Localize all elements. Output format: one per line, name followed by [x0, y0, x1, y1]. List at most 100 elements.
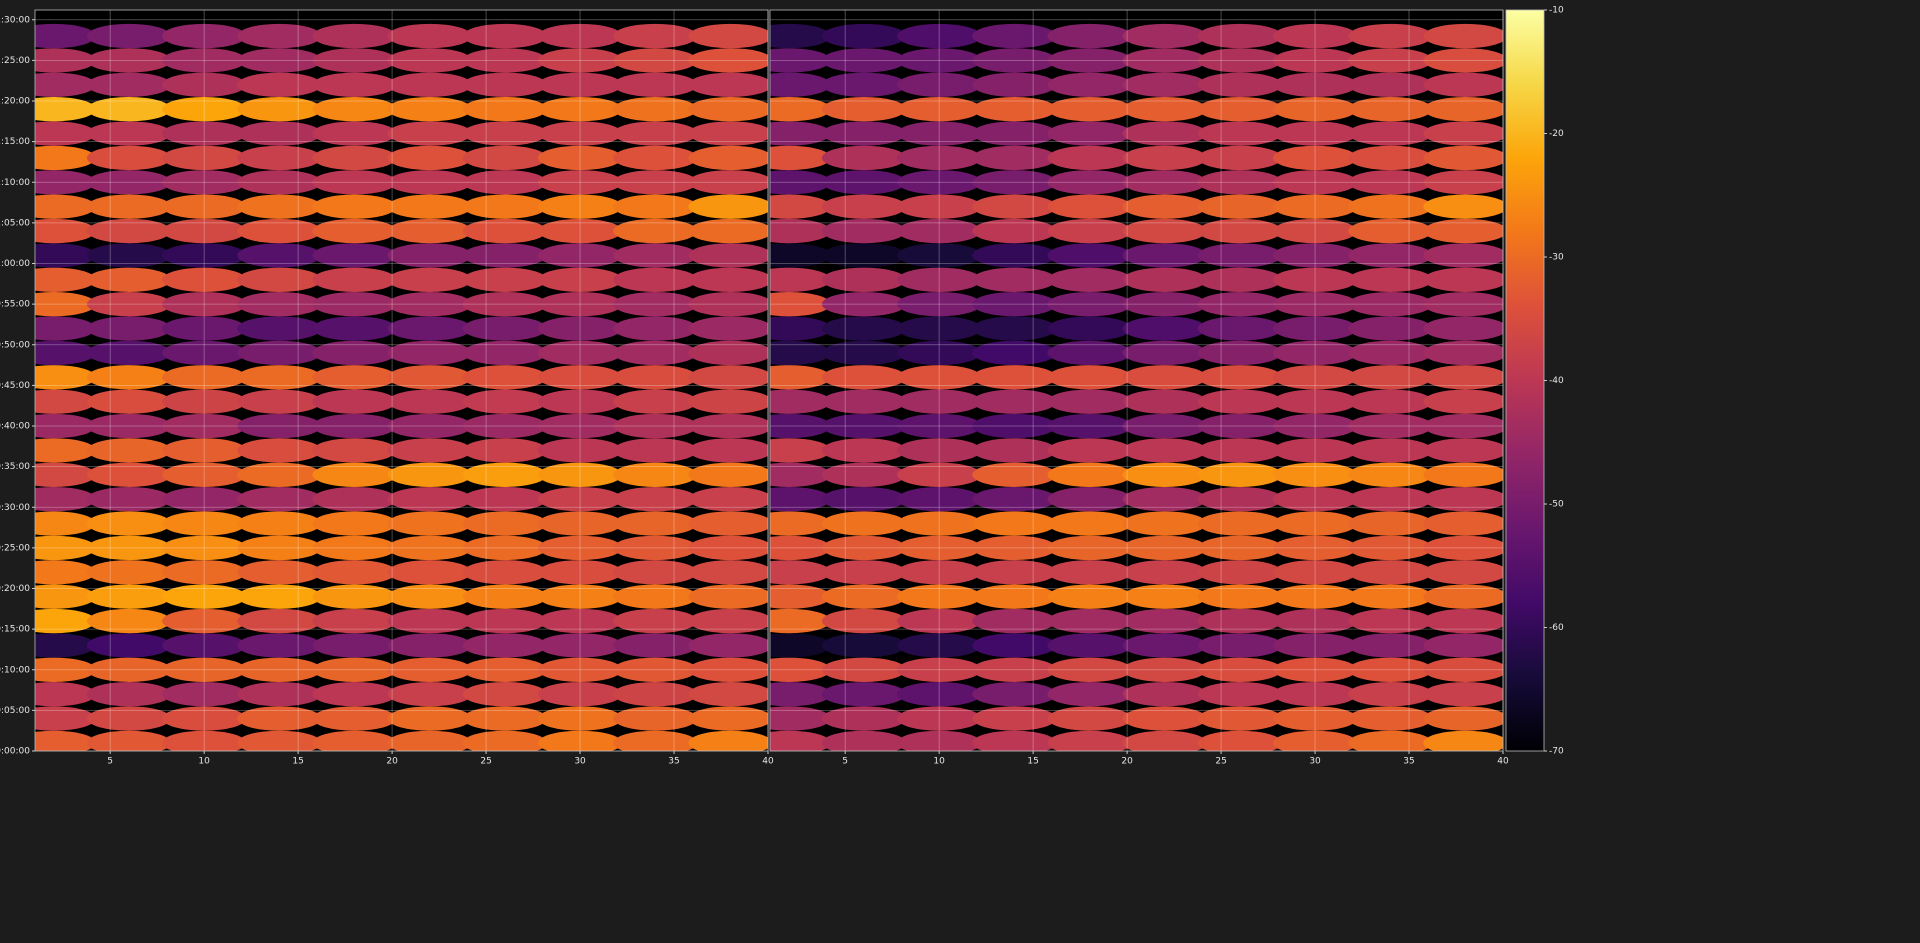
cell	[462, 413, 547, 439]
cell	[688, 389, 768, 414]
cell	[1047, 291, 1132, 317]
cell	[1348, 218, 1433, 244]
cell	[35, 365, 96, 390]
cell	[537, 706, 623, 731]
cell	[1047, 535, 1132, 561]
cell	[537, 730, 623, 751]
cell	[821, 681, 907, 707]
cell	[387, 535, 472, 561]
plot-frame	[769, 9, 1504, 752]
cell	[1122, 194, 1207, 219]
cell	[537, 267, 623, 292]
cell	[972, 218, 1057, 244]
cell	[237, 96, 322, 122]
cell	[462, 72, 547, 97]
cell	[770, 23, 831, 49]
cell	[972, 608, 1057, 634]
cell	[462, 145, 547, 171]
cell	[613, 340, 698, 366]
cell	[1122, 511, 1207, 536]
cell	[1047, 486, 1132, 512]
cell	[537, 633, 623, 658]
x-tick-label: 35	[668, 757, 679, 767]
cell	[613, 633, 698, 658]
x-tick-label: 25	[480, 757, 491, 767]
cell	[537, 218, 623, 244]
cell	[972, 121, 1057, 146]
cell	[237, 730, 322, 751]
cell	[162, 486, 247, 512]
cell	[613, 657, 698, 682]
cell	[312, 340, 397, 366]
cell	[462, 681, 547, 707]
cell	[1197, 633, 1282, 658]
cell	[462, 706, 547, 731]
cell	[688, 243, 768, 268]
cell	[237, 657, 322, 682]
cell	[821, 413, 907, 439]
cell	[1047, 657, 1132, 682]
cell	[972, 535, 1057, 561]
cell	[770, 389, 831, 414]
cell	[35, 23, 96, 49]
cell	[972, 316, 1057, 341]
cell	[162, 218, 247, 244]
cell	[1122, 170, 1207, 195]
cell	[613, 48, 698, 73]
cell	[162, 291, 247, 317]
cell	[972, 462, 1057, 487]
cell	[237, 584, 322, 609]
cell	[1047, 170, 1132, 195]
cell	[1423, 730, 1503, 751]
cell	[1047, 608, 1132, 634]
cell	[1272, 170, 1358, 195]
plot-frame	[34, 9, 769, 752]
cell	[1047, 267, 1132, 292]
cell	[897, 706, 982, 731]
cell	[897, 584, 982, 609]
cell	[1348, 413, 1433, 439]
cell	[1122, 267, 1207, 292]
y-tick-label: 1:05:00	[0, 218, 30, 228]
cell	[613, 218, 698, 244]
cell	[1272, 608, 1358, 634]
cell	[162, 560, 247, 585]
cell	[35, 96, 96, 122]
cell	[1047, 121, 1132, 146]
cell	[1047, 96, 1132, 122]
cell	[770, 365, 831, 390]
cell	[387, 145, 472, 171]
cell	[972, 48, 1057, 73]
cell	[1348, 681, 1433, 707]
cell	[312, 486, 397, 512]
cell	[972, 23, 1057, 49]
cell	[387, 462, 472, 487]
cell	[972, 340, 1057, 366]
cell	[1272, 48, 1358, 73]
cell	[613, 194, 698, 219]
cell	[613, 511, 698, 536]
cell	[237, 170, 322, 195]
cell	[462, 657, 547, 682]
cell	[613, 706, 698, 731]
cell	[1122, 243, 1207, 268]
cell	[35, 170, 96, 195]
cell	[312, 706, 397, 731]
cell	[462, 194, 547, 219]
cell	[688, 657, 768, 682]
cell	[86, 170, 172, 195]
cell	[537, 365, 623, 390]
cell	[162, 584, 247, 609]
cell	[462, 170, 547, 195]
y-tick-label: 1:20:00	[0, 97, 30, 107]
cell	[688, 608, 768, 634]
cell	[312, 23, 397, 49]
cell	[821, 389, 907, 414]
cell	[972, 96, 1057, 122]
cell	[162, 96, 247, 122]
cell	[1348, 657, 1433, 682]
cell	[821, 365, 907, 390]
cell	[1122, 96, 1207, 122]
cell	[162, 121, 247, 146]
cell	[613, 365, 698, 390]
